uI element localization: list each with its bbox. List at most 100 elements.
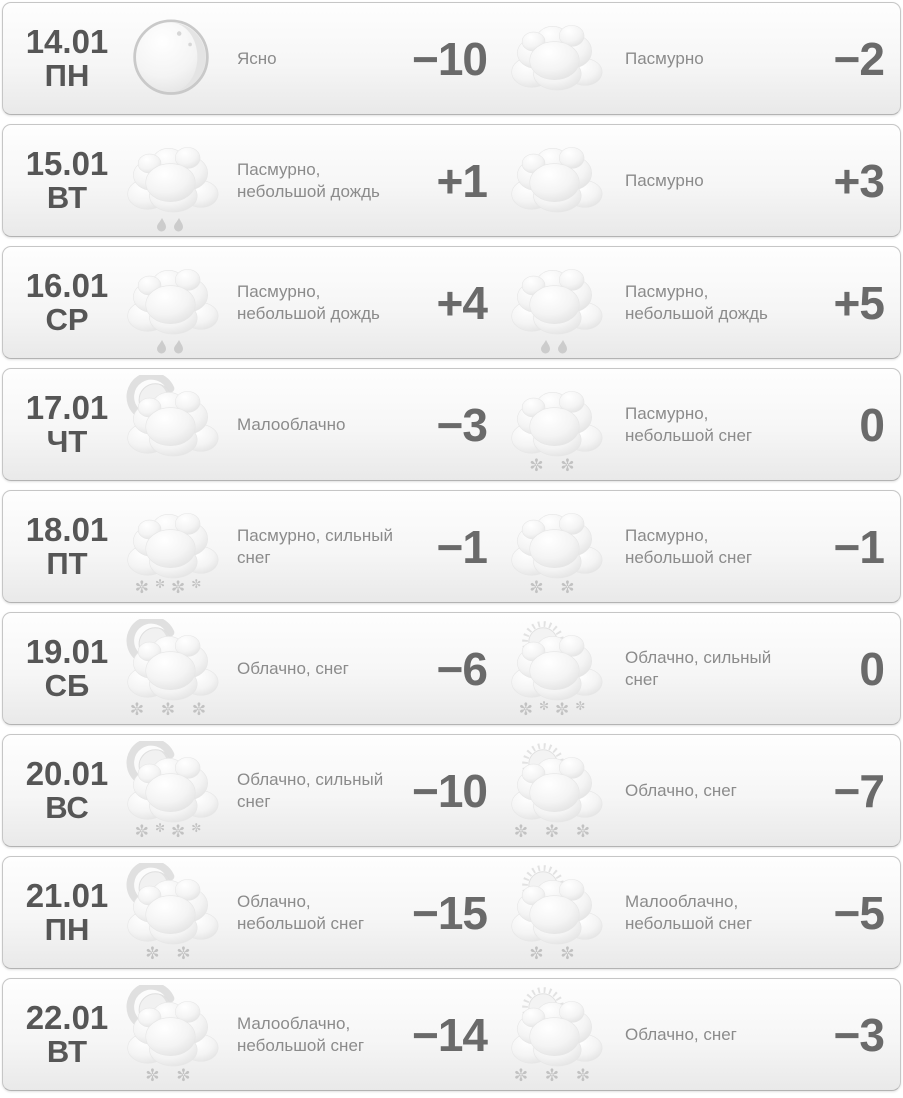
- cloud-icon: [505, 3, 605, 114]
- date-cell: 20.01 ВС: [13, 754, 121, 825]
- forecast-row: 20.01 ВС ✼✼✼✼ Облачно, сильный снег −10 …: [2, 734, 901, 847]
- forecast-row: 15.01 ВТ Пасмурно, небольшой дождь +1 Па…: [2, 124, 901, 237]
- day-condition-label: Пасмурно, небольшой дождь: [625, 282, 768, 323]
- night-temperature: −3: [436, 398, 488, 451]
- night-condition-label: Малооблачно: [237, 414, 346, 434]
- forecast-row: 22.01 ВТ ✼ ✼ Малооблачно, небольшой снег…: [2, 978, 901, 1091]
- date-label: 15.01: [25, 144, 109, 182]
- forecast-row: 16.01 СР Пасмурно, небольшой дождь +4 Па…: [2, 246, 901, 359]
- precipitation-glyphs: ✼ ✼: [145, 1066, 197, 1085]
- forecast-row: 17.01 ЧТ Малооблачно −3 ✼ ✼ Пасмурно, не…: [2, 368, 901, 481]
- sun-cloud-snow-icon: ✼ ✼: [505, 857, 605, 968]
- day-temperature: +5: [833, 276, 885, 329]
- night-temperature: −10: [411, 764, 488, 817]
- date-cell: 16.01 СР: [13, 266, 121, 337]
- date-cell: 22.01 ВТ: [13, 998, 121, 1069]
- moon-cloud-snow-icon: ✼ ✼ ✼: [121, 613, 221, 724]
- precipitation-glyphs: ✼✼✼✼: [134, 821, 208, 841]
- day-condition-label: Пасмурно, небольшой снег: [625, 404, 753, 445]
- day-temperature: +3: [833, 154, 885, 207]
- date-label: 19.01: [25, 632, 109, 670]
- day-temperature: 0: [859, 642, 885, 695]
- forecast-row: 21.01 ПН ✼ ✼ Облачно, небольшой снег −15…: [2, 856, 901, 969]
- precipitation-glyphs: ✼ ✼ ✼: [513, 822, 597, 841]
- day-condition-label: Малооблачно, небольшой снег: [625, 892, 753, 933]
- date-label: 14.01: [25, 22, 109, 60]
- sun-cloud-snow-icon: ✼ ✼ ✼: [505, 735, 605, 846]
- night-condition-label: Облачно, сильный снег: [237, 770, 384, 811]
- day-condition-label: Облачно, снег: [625, 1024, 737, 1044]
- precipitation-glyphs: [121, 333, 221, 355]
- precipitation-glyphs: ✼ ✼: [145, 944, 197, 963]
- night-temperature: −15: [411, 886, 488, 939]
- weekday-label: ЧТ: [46, 423, 88, 459]
- precipitation-glyphs: ✼ ✼ ✼: [129, 700, 213, 719]
- weekday-label: ПН: [44, 911, 90, 947]
- night-condition-label: Облачно, небольшой снег: [237, 892, 365, 933]
- night-condition-label: Пасмурно, сильный снег: [237, 526, 393, 567]
- weekday-label: ВС: [45, 789, 89, 825]
- weekday-label: СБ: [44, 667, 90, 703]
- moon-cloud-icon: [121, 369, 221, 480]
- day-temperature: −2: [833, 32, 885, 85]
- weekday-label: ВТ: [46, 179, 88, 215]
- forecast-row: 14.01 ПН Ясно −10 Пасмурно −2: [2, 2, 901, 115]
- night-condition-label: Малооблачно, небольшой снег: [237, 1014, 365, 1055]
- date-cell: 19.01 СБ: [13, 632, 121, 703]
- moon-cloud-snow-icon: ✼ ✼: [121, 857, 221, 968]
- day-condition-label: Пасмурно, небольшой снег: [625, 526, 753, 567]
- date-label: 18.01: [25, 510, 109, 548]
- precipitation-glyphs: ✼ ✼: [529, 578, 581, 597]
- weekday-label: СР: [45, 301, 89, 337]
- cloud-rain-icon: [505, 247, 605, 358]
- night-condition-label: Ясно: [237, 48, 277, 68]
- weekday-label: ПТ: [46, 545, 88, 581]
- cloud-snow-icon: ✼ ✼: [505, 491, 605, 602]
- precipitation-glyphs: ✼ ✼ ✼: [513, 1066, 597, 1085]
- day-condition-label: Облачно, сильный снег: [625, 648, 772, 689]
- night-condition-label: Пасмурно, небольшой дождь: [237, 282, 380, 323]
- day-temperature: −7: [833, 764, 885, 817]
- precipitation-glyphs: ✼ ✼: [529, 944, 581, 963]
- sun-cloud-snow-icon: ✼ ✼ ✼: [505, 979, 605, 1090]
- date-cell: 15.01 ВТ: [13, 144, 121, 215]
- date-cell: 21.01 ПН: [13, 876, 121, 947]
- night-condition-label: Облачно, снег: [237, 658, 349, 678]
- day-temperature: 0: [859, 398, 885, 451]
- weekday-label: ВТ: [46, 1033, 88, 1069]
- night-temperature: +1: [436, 154, 488, 207]
- forecast-row: 19.01 СБ ✼ ✼ ✼ Облачно, снег −6 ✼✼✼✼ Обл…: [2, 612, 901, 725]
- night-temperature: −1: [436, 520, 488, 573]
- day-temperature: −5: [833, 886, 885, 939]
- precipitation-glyphs: [121, 211, 221, 233]
- date-label: 16.01: [25, 266, 109, 304]
- date-label: 20.01: [25, 754, 109, 792]
- day-condition-label: Облачно, снег: [625, 780, 737, 800]
- date-label: 21.01: [25, 876, 109, 914]
- night-temperature: −6: [436, 642, 488, 695]
- date-cell: 18.01 ПТ: [13, 510, 121, 581]
- night-temperature: +4: [436, 276, 488, 329]
- cloud-rain-icon: [121, 125, 221, 236]
- night-temperature: −14: [411, 1008, 488, 1061]
- night-temperature: −10: [411, 32, 488, 85]
- precipitation-glyphs: ✼ ✼: [529, 456, 581, 475]
- precipitation-glyphs: [505, 333, 605, 355]
- moon-icon: [121, 3, 221, 114]
- date-cell: 17.01 ЧТ: [13, 390, 121, 459]
- day-condition-label: Пасмурно: [625, 170, 704, 190]
- cloud-snow-icon: ✼ ✼: [505, 369, 605, 480]
- day-temperature: −1: [833, 520, 885, 573]
- weekday-label: ПН: [44, 57, 90, 93]
- date-cell: 14.01 ПН: [13, 22, 121, 93]
- cloud-icon: [505, 125, 605, 236]
- forecast-row: 18.01 ПТ ✼✼✼✼ Пасмурно, сильный снег −1 …: [2, 490, 901, 603]
- precipitation-glyphs: ✼✼✼✼: [134, 577, 208, 597]
- cloud-heavy-snow-icon: ✼✼✼✼: [121, 491, 221, 602]
- moon-cloud-heavy-snow-icon: ✼✼✼✼: [121, 735, 221, 846]
- cloud-rain-icon: [121, 247, 221, 358]
- date-label: 22.01: [25, 998, 109, 1036]
- sun-cloud-heavy-snow-icon: ✼✼✼✼: [505, 613, 605, 724]
- moon-cloud-snow-icon: ✼ ✼: [121, 979, 221, 1090]
